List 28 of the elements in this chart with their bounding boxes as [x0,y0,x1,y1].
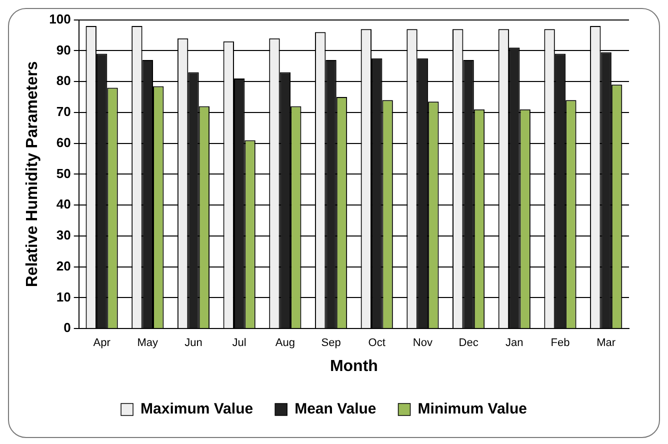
legend-label: Maximum Value [140,400,254,418]
x-tick-label: Jul [232,337,246,350]
x-tick-label: Apr [93,337,111,350]
y-tick-label: 80 [56,73,71,88]
y-tick-label: 100 [49,11,71,26]
y-tick-label: 20 [56,258,71,274]
y-tick-label: 10 [56,289,71,304]
x-tick-label: Dec [458,337,479,350]
y-tick-label: 90 [56,42,71,58]
x-tick-label: Sep [321,337,341,350]
y-axis-title: Relative Humidity Parameters [24,61,42,288]
y-tick-label: 60 [56,134,71,150]
y-tick-label: 40 [56,196,71,212]
y-tick-label: 70 [56,104,71,120]
legend-label: Minimum Value [418,400,527,418]
x-tick-label: Oct [368,337,386,350]
x-tick-label: Feb [550,337,570,350]
x-tick-label: Jun [184,337,202,350]
legend-label: Mean Value [294,400,376,418]
x-tick-label: Nov [412,337,433,350]
x-tick-label: Mar [596,337,616,350]
y-tick-label: 50 [56,166,71,181]
x-tick-label: May [137,337,159,350]
x-axis-title: Month [330,358,378,375]
y-tick-label: 30 [56,228,71,243]
y-tick-label: 0 [64,320,71,336]
x-tick-label: Jan [506,337,524,350]
x-tick-label: Aug [275,337,295,350]
